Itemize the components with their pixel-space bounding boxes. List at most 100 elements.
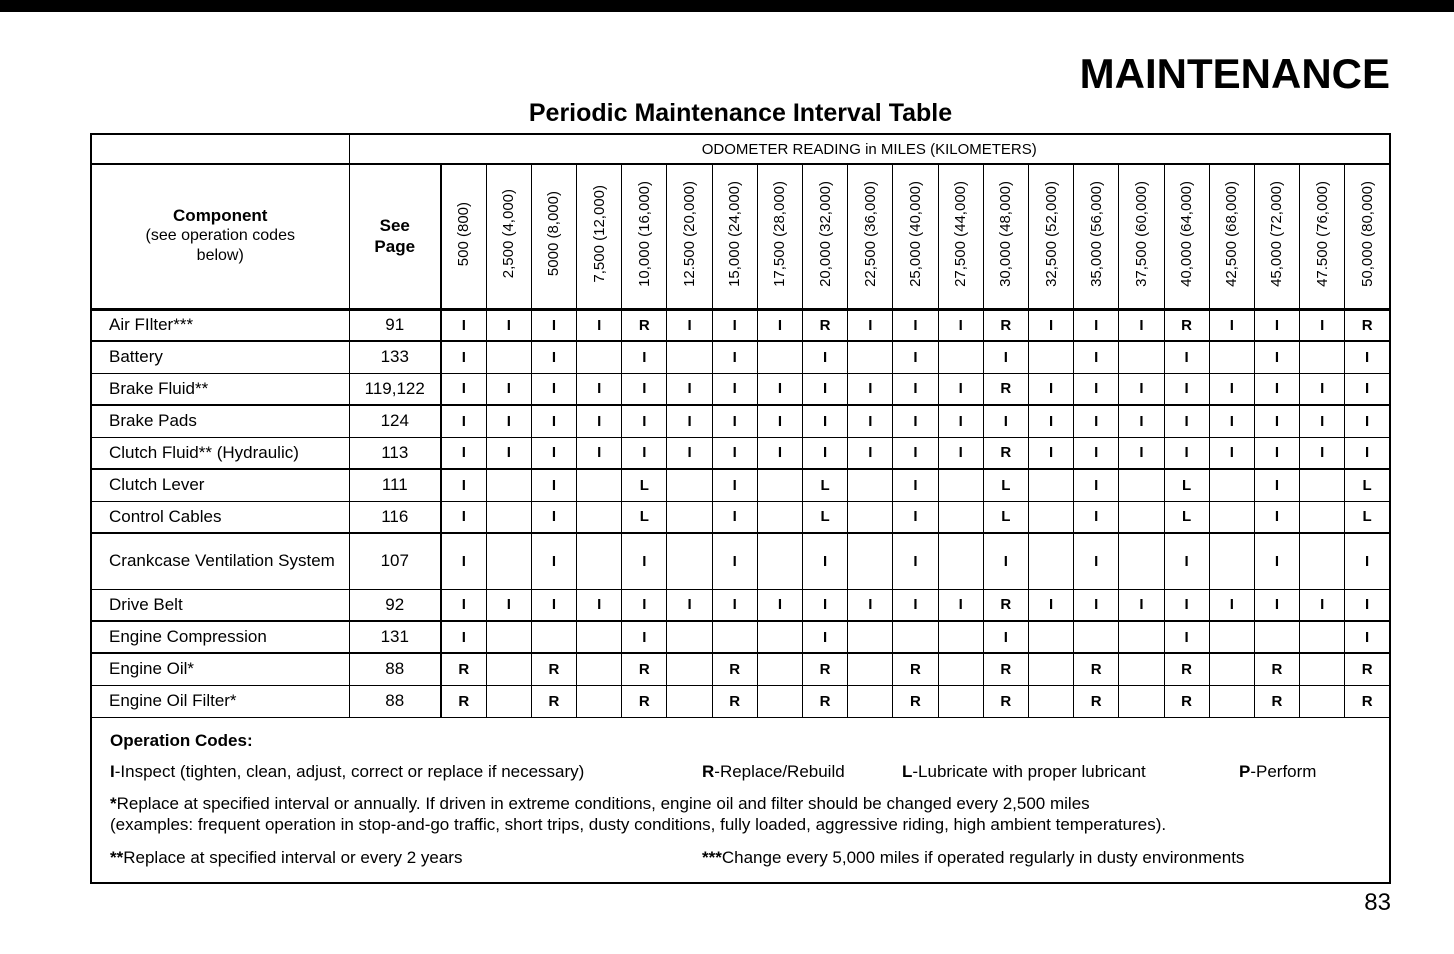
interval-cell: I <box>937 372 984 406</box>
odometer-column-label: 47.500 (76,000) <box>1313 180 1331 287</box>
odometer-column-header: 10,000 (16,000) <box>621 163 668 311</box>
table-row: Engine Oil Filter* 88 R R R R R R R R R R R <box>90 684 1391 718</box>
see-page-header-cell: See Page <box>348 163 442 311</box>
interval-cell: I <box>756 588 804 622</box>
odometer-column-header: 37,500 (60,000) <box>1118 163 1165 311</box>
interval-cell <box>485 468 532 502</box>
interval-cell: I <box>485 372 532 406</box>
interval-cell: I <box>666 372 713 406</box>
table-footer: Operation Codes: I-Inspect (tighten, cle… <box>90 716 1391 883</box>
interval-cell: I <box>1299 588 1346 622</box>
interval-cell <box>937 652 984 686</box>
footnote-prefix: * <box>110 793 117 813</box>
odometer-column-header: 17,500 (28,000) <box>756 163 804 311</box>
interval-cell: I <box>439 308 487 342</box>
blank-header-cell <box>90 133 350 165</box>
component-cell: Control Cables <box>90 500 350 534</box>
interval-cell <box>666 532 713 590</box>
interval-cell: I <box>711 588 758 622</box>
interval-cell: I <box>1073 404 1120 438</box>
component-cell: Clutch Fluid** (Hydraulic) <box>90 436 350 470</box>
interval-cell: I <box>1344 372 1391 406</box>
odometer-column-header: 47.500 (76,000) <box>1299 163 1346 311</box>
code-desc: -Perform <box>1250 761 1317 781</box>
interval-cell: I <box>1027 588 1075 622</box>
code-desc: -Lubricate with proper lubricant <box>912 761 1146 781</box>
table-row: Battery 133 I I I I I I I I I I I <box>90 340 1391 374</box>
interval-cell: I <box>1253 340 1301 374</box>
interval-cell: I <box>801 588 849 622</box>
interval-cell: I <box>1253 404 1301 438</box>
interval-cell: I <box>666 404 713 438</box>
interval-cell: R <box>1253 652 1301 686</box>
interval-cell: I <box>711 340 758 374</box>
footnotes-bottom-row: **Replace at specified interval or every… <box>110 847 1371 868</box>
interval-cell: I <box>621 340 668 374</box>
interval-cell: I <box>892 532 939 590</box>
interval-cell: I <box>530 532 578 590</box>
interval-cell: L <box>1344 468 1391 502</box>
odometer-column-label: 22,500 (36,000) <box>861 180 879 287</box>
interval-cell: I <box>847 588 894 622</box>
interval-cell: I <box>1163 588 1210 622</box>
odometer-reading-header: ODOMETER READING in MILES (KILOMETERS) <box>348 133 1391 165</box>
odometer-column-header: 15,000 (24,000) <box>711 163 758 311</box>
odometer-column-header: 20,000 (32,000) <box>801 163 849 311</box>
footnote-prefix: *** <box>702 847 722 867</box>
see-page-header-line2: Page <box>374 237 416 257</box>
interval-cell: I <box>937 404 984 438</box>
interval-cell: I <box>1299 372 1346 406</box>
footnote-text: (examples: frequent operation in stop-an… <box>110 814 1167 834</box>
interval-cell: I <box>530 404 578 438</box>
interval-cell <box>847 500 894 534</box>
interval-cell <box>666 500 713 534</box>
interval-cell <box>666 652 713 686</box>
table-header: ODOMETER READING in MILES (KILOMETERS) C… <box>90 133 1391 311</box>
odometer-column-label: 500 (800) <box>455 201 473 266</box>
see-page-cell: 116 <box>348 500 442 534</box>
table-row: Air FIlter*** 91 I I I I R I I I R I I I R I I I R I I I R <box>90 308 1391 342</box>
interval-cell: R <box>982 436 1029 470</box>
interval-cell <box>666 620 713 654</box>
interval-cell <box>847 468 894 502</box>
interval-cell <box>576 468 623 502</box>
interval-cell: I <box>1163 340 1210 374</box>
interval-cell: R <box>621 308 668 342</box>
interval-cell: I <box>892 500 939 534</box>
see-page-cell: 88 <box>348 652 442 686</box>
interval-cell <box>756 652 804 686</box>
interval-cell: R <box>982 588 1029 622</box>
interval-cell <box>1118 532 1165 590</box>
interval-cell: R <box>621 652 668 686</box>
interval-cell: I <box>621 588 668 622</box>
interval-cell <box>892 620 939 654</box>
interval-cell: I <box>1208 436 1255 470</box>
interval-cell: I <box>621 532 668 590</box>
interval-cell: I <box>801 372 849 406</box>
interval-cell <box>485 532 532 590</box>
see-page-cell: 111 <box>348 468 442 502</box>
interval-cell: I <box>937 588 984 622</box>
odometer-column-label: 30,000 (48,000) <box>997 180 1015 287</box>
interval-cell: I <box>1163 404 1210 438</box>
interval-cell: I <box>439 500 487 534</box>
chapter-title: MAINTENANCE <box>1079 50 1390 97</box>
table-row: Brake Pads 124 I I I I I I I I I I I I I I I I I I I I I <box>90 404 1391 438</box>
interval-cell <box>576 500 623 534</box>
odometer-column-header: 40,000 (64,000) <box>1163 163 1210 311</box>
odometer-column-label: 12.500 (20,000) <box>681 180 699 287</box>
interval-cell: I <box>439 588 487 622</box>
code-letter: L <box>902 761 913 781</box>
interval-cell: L <box>801 468 849 502</box>
interval-cell: I <box>439 468 487 502</box>
interval-cell: I <box>530 436 578 470</box>
interval-cell: R <box>621 684 668 718</box>
interval-cell: I <box>1299 436 1346 470</box>
interval-cell <box>485 652 532 686</box>
interval-cell: I <box>1344 340 1391 374</box>
interval-cell <box>576 340 623 374</box>
interval-cell: I <box>1027 436 1075 470</box>
interval-cell: I <box>801 404 849 438</box>
code-letter: R <box>702 761 715 781</box>
interval-cell <box>1073 620 1120 654</box>
